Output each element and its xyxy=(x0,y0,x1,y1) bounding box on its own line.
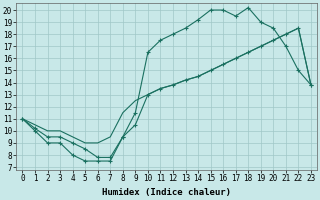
X-axis label: Humidex (Indice chaleur): Humidex (Indice chaleur) xyxy=(102,188,231,197)
